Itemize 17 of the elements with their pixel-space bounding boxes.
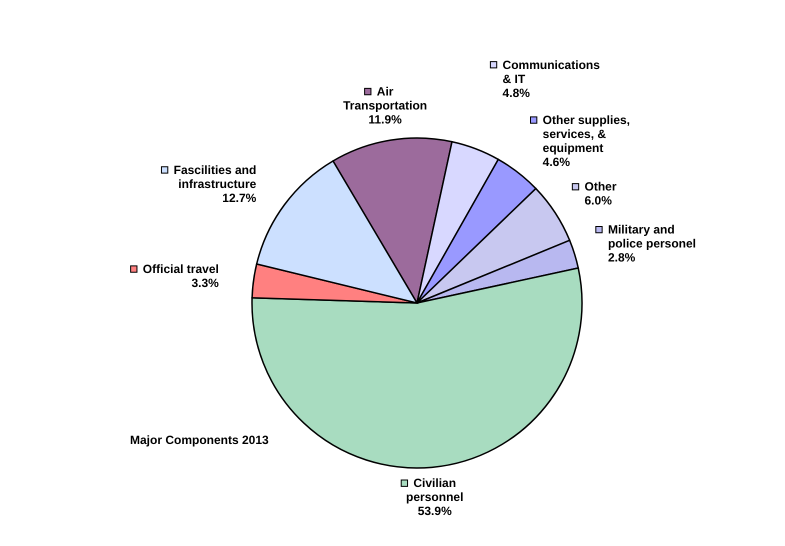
legend-label: Official travel: [142, 262, 219, 276]
legend-label: Military and police personel: [608, 222, 696, 251]
text: Major Components 2013: [130, 433, 270, 447]
data-label: 4.6%: [542, 155, 570, 170]
data-label: 11.9%: [368, 112, 402, 127]
legend-label: Air Transportation: [343, 84, 428, 113]
data-label: 4.8%: [502, 86, 530, 100]
data-label: 12.7%: [222, 190, 257, 205]
data-label: 6.0%: [584, 194, 612, 208]
legend-label: Fascilities and infrastructure: [174, 162, 257, 191]
legend-label: Civilian personnel: [406, 476, 464, 504]
legend-label: Other supplies, services, & equipment: [542, 113, 630, 156]
legend-label: Communications & IT: [502, 58, 600, 86]
data-label: 53.9%: [418, 504, 452, 518]
data-label: 2.8%: [608, 250, 636, 265]
data-label: 3.3%: [191, 276, 220, 290]
legend-label: Other: [584, 180, 617, 194]
